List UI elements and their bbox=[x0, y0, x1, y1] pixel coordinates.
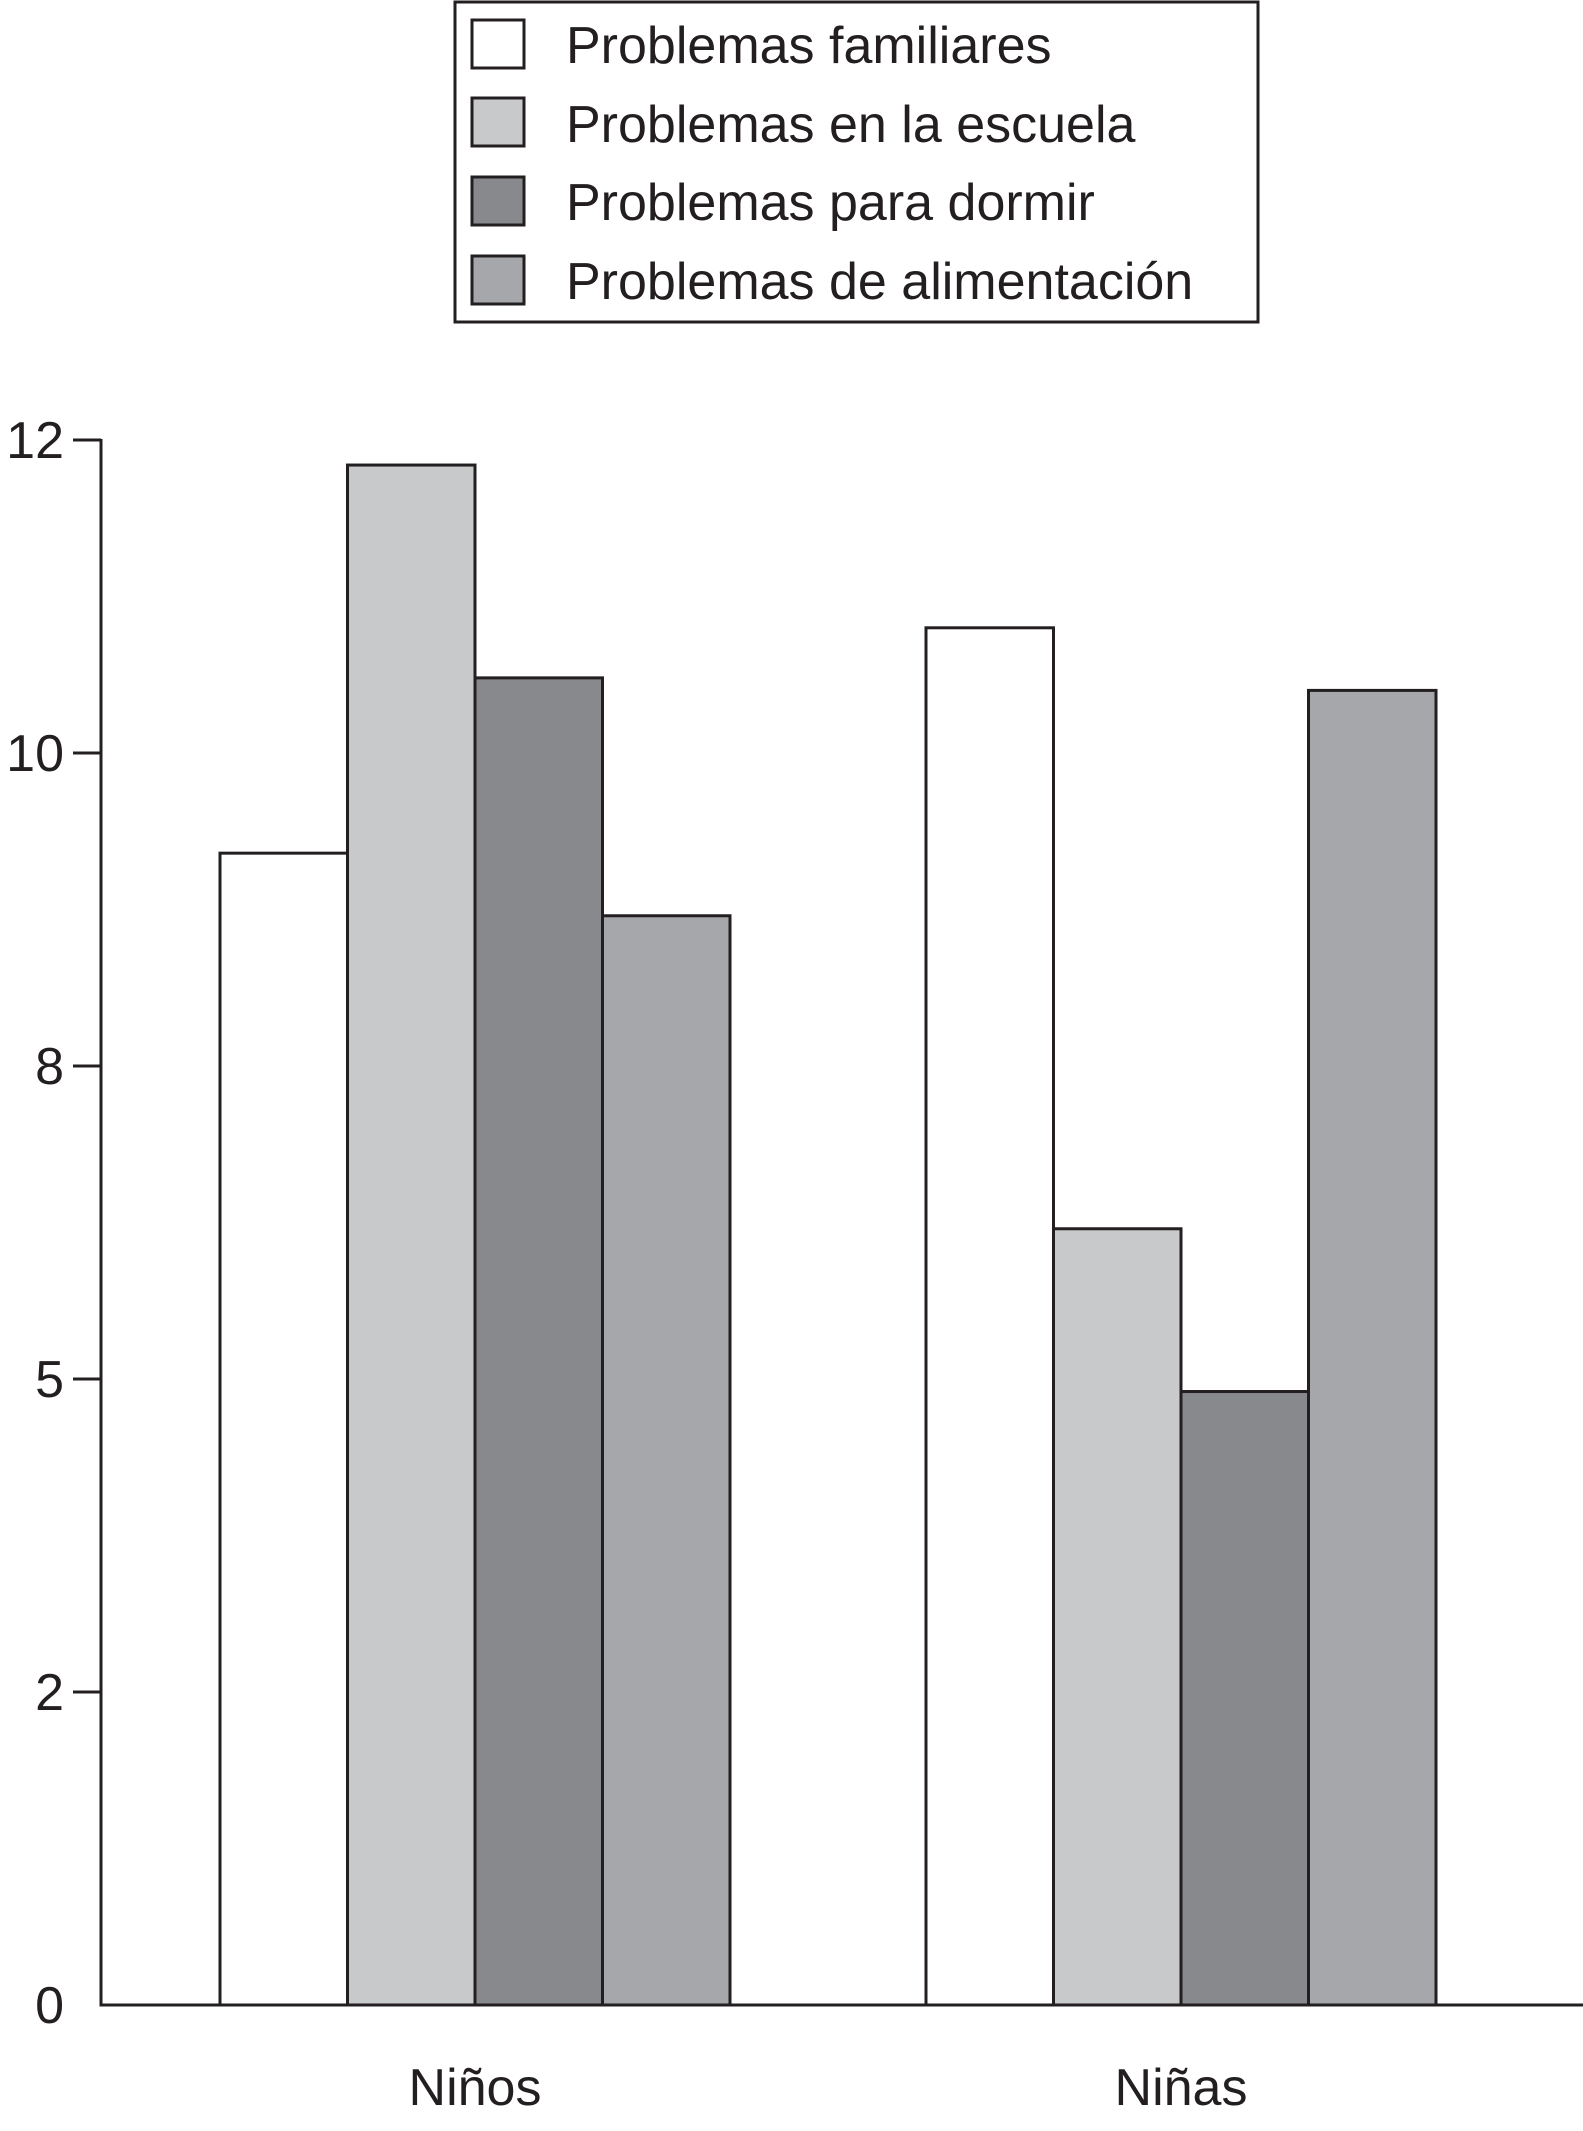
y-tick-label-10: 10 bbox=[6, 725, 64, 783]
bar-ninas-problemas-en-la-escuela bbox=[1052, 1227, 1183, 2007]
legend-box bbox=[453, 0, 1260, 324]
bar-ninos-problemas-para-dormir bbox=[473, 676, 604, 2007]
legend-swatch-problemas-familiares bbox=[470, 18, 526, 70]
bar-ninas-problemas-de-alimentacion bbox=[1307, 688, 1438, 2007]
bar-ninas-problemas-familiares bbox=[924, 626, 1055, 2007]
y-tick-label-5: 5 bbox=[35, 1351, 64, 1409]
legend-swatch-problemas-para-dormir bbox=[470, 175, 526, 227]
legend-swatch-problemas-en-la-escuela bbox=[470, 96, 526, 148]
bar-ninos-problemas-de-alimentacion bbox=[601, 914, 732, 2007]
legend-label-problemas-de-alimentacion: Problemas de alimentación bbox=[566, 253, 1193, 311]
bars-group bbox=[218, 463, 1438, 2007]
legend-swatch-problemas-de-alimentacion bbox=[470, 254, 526, 306]
bar-ninos-problemas-en-la-escuela bbox=[346, 463, 477, 2007]
category-label-ninos: Niños bbox=[409, 2059, 542, 2117]
legend-label-problemas-para-dormir: Problemas para dormir bbox=[566, 174, 1095, 232]
bar-ninas-problemas-para-dormir bbox=[1179, 1390, 1310, 2007]
y-tick-label-0: 0 bbox=[35, 1977, 64, 2035]
y-tick-label-12: 12 bbox=[6, 412, 64, 470]
legend: Problemas familiares Problemas en la esc… bbox=[453, 0, 1260, 324]
y-tick-label-2: 2 bbox=[35, 1664, 64, 1722]
legend-label-problemas-en-la-escuela: Problemas en la escuela bbox=[566, 96, 1136, 154]
axes-group: Niños Niñas 0 2 5 8 10 12 bbox=[6, 412, 1583, 2117]
bar-ninos-problemas-familiares bbox=[218, 851, 349, 2007]
legend-label-problemas-familiares: Problemas familiares bbox=[566, 17, 1052, 75]
category-label-ninas: Niñas bbox=[1115, 2059, 1248, 2117]
y-tick-label-8: 8 bbox=[35, 1038, 64, 1096]
